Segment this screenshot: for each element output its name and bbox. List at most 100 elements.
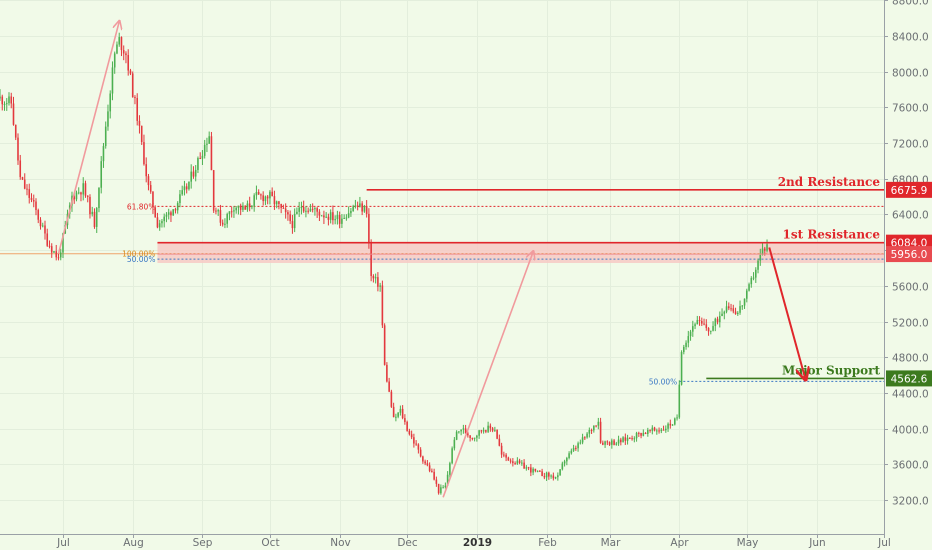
candle[interactable]	[53, 250, 55, 254]
candle[interactable]	[341, 214, 343, 228]
candle[interactable]	[386, 362, 388, 383]
candle[interactable]	[521, 460, 523, 466]
candle[interactable]	[28, 183, 31, 204]
candle[interactable]	[676, 414, 678, 421]
candle[interactable]	[35, 198, 37, 216]
candle[interactable]	[113, 51, 116, 74]
candle[interactable]	[354, 199, 357, 209]
candle[interactable]	[473, 437, 476, 442]
candle[interactable]	[377, 272, 379, 292]
candle[interactable]	[590, 428, 593, 434]
candle[interactable]	[557, 472, 559, 481]
candle[interactable]	[1, 94, 4, 111]
candle[interactable]	[727, 302, 730, 311]
candle[interactable]	[559, 469, 561, 476]
candle[interactable]	[289, 210, 291, 225]
candle[interactable]	[680, 350, 683, 386]
candle[interactable]	[239, 203, 242, 216]
candle[interactable]	[705, 319, 708, 331]
candle[interactable]	[696, 315, 699, 325]
candle[interactable]	[410, 430, 413, 440]
candle[interactable]	[399, 405, 402, 416]
candle[interactable]	[687, 330, 690, 348]
candle[interactable]	[125, 51, 127, 64]
candle[interactable]	[311, 203, 314, 213]
candle[interactable]	[757, 258, 759, 274]
candle[interactable]	[442, 485, 444, 489]
candle[interactable]	[136, 93, 139, 126]
candle[interactable]	[415, 440, 417, 446]
candle[interactable]	[633, 436, 636, 443]
candle[interactable]	[381, 280, 384, 329]
candle[interactable]	[129, 68, 132, 76]
candle[interactable]	[453, 437, 456, 451]
candle[interactable]	[752, 272, 755, 281]
candle[interactable]	[361, 201, 363, 216]
candle[interactable]	[215, 207, 217, 215]
candle[interactable]	[325, 212, 327, 219]
candle[interactable]	[39, 217, 42, 230]
candle[interactable]	[383, 323, 386, 366]
candle[interactable]	[718, 311, 721, 328]
candle[interactable]	[212, 169, 215, 213]
candle[interactable]	[417, 443, 420, 454]
candle[interactable]	[167, 208, 170, 220]
candle[interactable]	[365, 200, 368, 218]
candle[interactable]	[518, 458, 521, 465]
candle[interactable]	[500, 442, 503, 458]
candle[interactable]	[300, 201, 303, 215]
candle[interactable]	[602, 440, 604, 446]
candle[interactable]	[534, 468, 537, 473]
candle[interactable]	[30, 193, 33, 203]
candle[interactable]	[759, 248, 762, 266]
candle[interactable]	[284, 203, 287, 219]
candle[interactable]	[273, 190, 276, 210]
candle[interactable]	[208, 131, 210, 144]
candle[interactable]	[116, 41, 118, 55]
candle[interactable]	[496, 429, 498, 440]
candle[interactable]	[390, 389, 393, 408]
candle[interactable]	[471, 437, 474, 441]
candle[interactable]	[248, 196, 251, 212]
candle[interactable]	[516, 457, 519, 465]
candle[interactable]	[190, 164, 192, 189]
candle[interactable]	[44, 220, 46, 240]
candle[interactable]	[561, 461, 564, 471]
candle[interactable]	[158, 219, 161, 231]
candle[interactable]	[161, 219, 163, 228]
candle[interactable]	[460, 429, 462, 436]
candle[interactable]	[98, 187, 100, 213]
candle[interactable]	[426, 459, 429, 467]
candle[interactable]	[642, 429, 645, 437]
candle[interactable]	[280, 203, 282, 214]
candle[interactable]	[723, 310, 726, 320]
candle[interactable]	[172, 209, 175, 216]
candle[interactable]	[82, 177, 85, 201]
candle[interactable]	[275, 200, 278, 209]
candle[interactable]	[41, 222, 44, 228]
candle[interactable]	[595, 425, 597, 428]
candle[interactable]	[649, 429, 651, 433]
candle[interactable]	[149, 181, 152, 194]
candle[interactable]	[221, 219, 224, 227]
candle[interactable]	[552, 472, 555, 481]
candle[interactable]	[50, 243, 53, 258]
candle[interactable]	[599, 417, 602, 444]
candle[interactable]	[370, 239, 372, 282]
candle[interactable]	[75, 190, 78, 202]
candle[interactable]	[140, 125, 143, 145]
candle[interactable]	[152, 191, 154, 214]
candle[interactable]	[93, 208, 96, 229]
candle[interactable]	[372, 274, 375, 283]
candle[interactable]	[154, 205, 157, 218]
candle[interactable]	[109, 90, 112, 119]
candle[interactable]	[194, 165, 197, 182]
candlestick-series[interactable]	[0, 32, 768, 495]
candle[interactable]	[188, 181, 190, 191]
candle[interactable]	[183, 180, 186, 196]
candle[interactable]	[269, 190, 271, 205]
candle[interactable]	[302, 200, 305, 213]
candle[interactable]	[581, 433, 584, 445]
candle[interactable]	[320, 215, 323, 217]
candle[interactable]	[575, 445, 577, 451]
